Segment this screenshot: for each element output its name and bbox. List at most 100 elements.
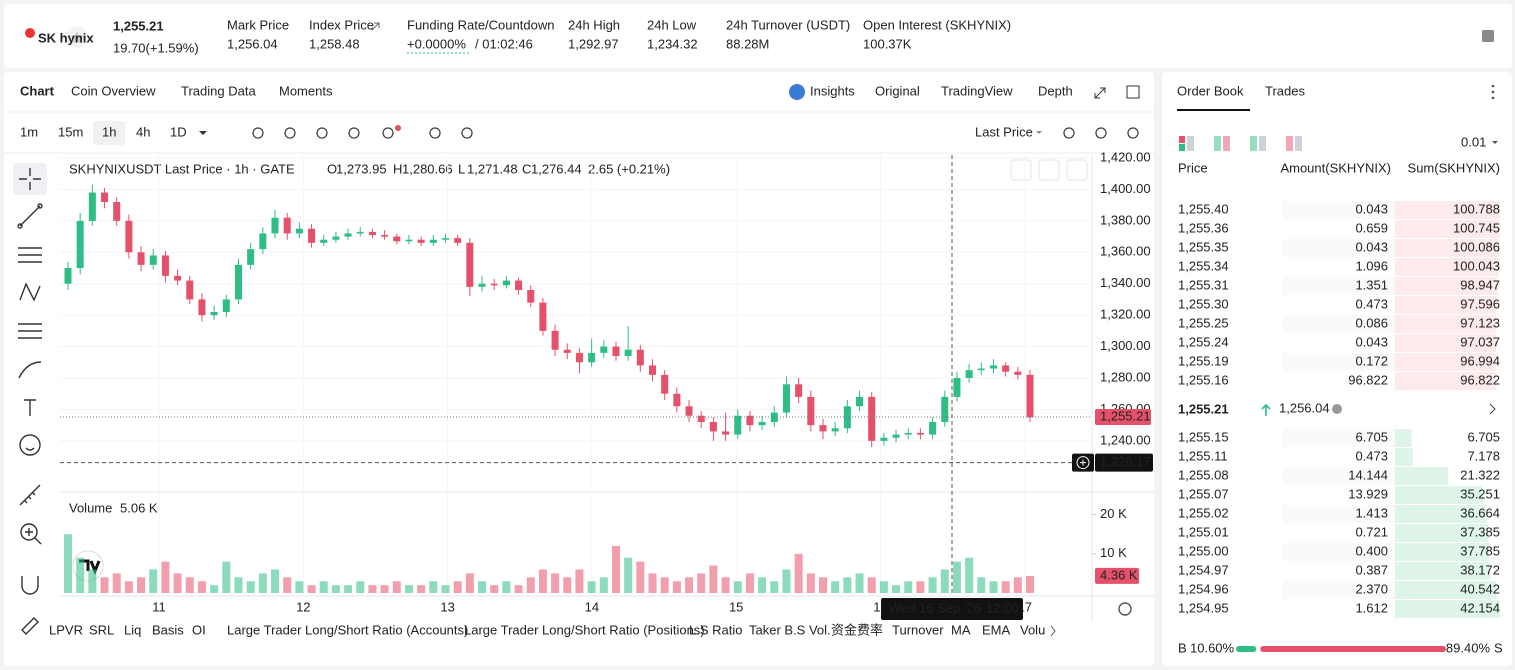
countdown: / 01:02:46	[475, 36, 533, 51]
row-amount: 0.043	[1355, 334, 1388, 349]
volume-bar	[575, 569, 584, 593]
view-tab[interactable]: Original	[875, 83, 920, 98]
indicator-tab[interactable]: Large Trader Long/Short Ratio (Positions…	[464, 622, 705, 637]
row-price: 1,255.00	[1178, 543, 1229, 558]
toolbar-icon[interactable]	[461, 127, 473, 139]
amount-band	[1283, 581, 1395, 599]
indicator-tab[interactable]: LPVR	[49, 622, 83, 637]
candle-body	[308, 228, 316, 243]
view-tab[interactable]: Insights	[810, 83, 855, 98]
sell-bar	[1260, 646, 1446, 652]
toolbar-icon[interactable]	[252, 127, 264, 139]
depth-bar	[1395, 505, 1487, 523]
depth-bar	[1395, 258, 1500, 276]
indicator-tab[interactable]: EMA	[982, 622, 1011, 637]
row-amount: 0.043	[1355, 239, 1388, 254]
volume-tick-label: 10 K	[1100, 545, 1127, 560]
volume-bar	[368, 585, 377, 593]
volume-bar	[721, 577, 730, 593]
crosshair-date: Wed 16 Sep '26	[889, 600, 981, 615]
interval[interactable]: 4h	[136, 124, 150, 139]
depth-bar	[1395, 600, 1500, 618]
volume-bar	[1026, 575, 1034, 593]
layout-icons[interactable]	[1179, 136, 1302, 151]
volume-bar	[965, 557, 974, 593]
toolbar-icon[interactable]	[284, 127, 296, 139]
candle-body	[113, 202, 121, 221]
candle-body	[332, 236, 340, 240]
toolbar-icon[interactable]	[429, 127, 441, 139]
view-tab[interactable]: TradingView	[941, 83, 1013, 98]
candle-body	[758, 422, 766, 426]
row-price: 1,254.96	[1178, 581, 1229, 596]
volume-bar	[404, 585, 413, 593]
y-tick-label: 1,240.00	[1100, 432, 1151, 447]
indicator-tab[interactable]: Large Trader Long/Short Ratio (Accounts)	[227, 622, 468, 637]
toolbar-icon[interactable]	[382, 127, 394, 139]
chart-tab[interactable]: Chart	[20, 83, 55, 98]
row-price: 1,255.24	[1178, 334, 1229, 349]
chart-tab[interactable]: Trading Data	[181, 83, 256, 98]
precision[interactable]: 0.01	[1461, 134, 1486, 149]
volume-bar	[977, 577, 986, 593]
indicator-tab[interactable]: Turnover	[892, 622, 944, 637]
indicator-tab[interactable]: Basis	[152, 622, 184, 637]
interval[interactable]: 1m	[20, 124, 38, 139]
indicator-tab[interactable]: MA	[951, 622, 971, 637]
indicator-tab[interactable]: 资金费率	[831, 622, 883, 637]
amount-band	[1283, 239, 1395, 257]
row-amount: 1.096	[1355, 258, 1388, 273]
view-tab[interactable]: Depth	[1038, 83, 1073, 98]
chart-tab[interactable]: Coin Overview	[71, 83, 156, 98]
toolbar-icon[interactable]	[1095, 127, 1107, 139]
candle-body	[320, 239, 328, 243]
toolbar-icon[interactable]	[1127, 127, 1139, 139]
window-icon[interactable]	[1126, 85, 1140, 99]
book-icon[interactable]	[1482, 30, 1494, 42]
row-amount: 0.172	[1355, 353, 1388, 368]
indicator-tab[interactable]: SRL	[89, 622, 114, 637]
volume-bar	[441, 585, 450, 593]
price-type[interactable]: Last Price	[975, 124, 1033, 139]
volume-bar	[806, 573, 815, 593]
legend-value: 1,280.66	[402, 161, 453, 176]
depth-bar	[1395, 448, 1413, 466]
volume-bar	[551, 573, 560, 593]
indicator-tab[interactable]: Liq	[124, 622, 141, 637]
volume-bar	[1001, 581, 1010, 593]
more-arrow[interactable]	[1489, 403, 1496, 415]
candle-body	[734, 415, 742, 435]
pane-button[interactable]	[1066, 159, 1088, 181]
depth-bar	[1395, 315, 1497, 333]
crosshair-date-tag	[881, 598, 1023, 620]
indicator-tab[interactable]: L.S Ratio	[689, 622, 742, 637]
pane-button[interactable]	[1038, 159, 1060, 181]
indicator-tab[interactable]: Taker B.S Vol.	[749, 622, 831, 637]
indicator-tab[interactable]: Volu	[1020, 622, 1045, 637]
depth-bar	[1395, 296, 1497, 314]
toolbar-icon[interactable]	[1063, 127, 1075, 139]
row-price: 1,255.08	[1178, 467, 1229, 482]
legend-key: C	[522, 161, 531, 176]
expand-icon[interactable]	[1094, 87, 1106, 99]
indicator-tab[interactable]: OI	[192, 622, 206, 637]
toolbar-icon[interactable]	[348, 127, 360, 139]
candle-body	[527, 290, 535, 303]
orderbook-tab[interactable]: Trades	[1265, 83, 1305, 98]
volume-bar	[624, 557, 633, 593]
candle-body	[929, 422, 937, 435]
legend-key: L	[458, 161, 465, 176]
volume-bar	[782, 569, 791, 593]
interval[interactable]: 15m	[58, 124, 83, 139]
y-tick-label: 1,320.00	[1100, 307, 1151, 322]
interval[interactable]: 1h	[102, 124, 116, 139]
interval[interactable]: 1D	[170, 124, 187, 139]
depth-bar	[1395, 372, 1496, 390]
settings-icon[interactable]	[1118, 602, 1132, 616]
toolbar-icon[interactable]	[316, 127, 328, 139]
scroll-arrow[interactable]	[1050, 625, 1056, 637]
pane-button[interactable]	[1010, 159, 1032, 181]
candle-body	[612, 346, 620, 356]
chart-tab[interactable]: Moments	[279, 83, 333, 98]
orderbook-tab[interactable]: Order Book	[1177, 83, 1244, 98]
